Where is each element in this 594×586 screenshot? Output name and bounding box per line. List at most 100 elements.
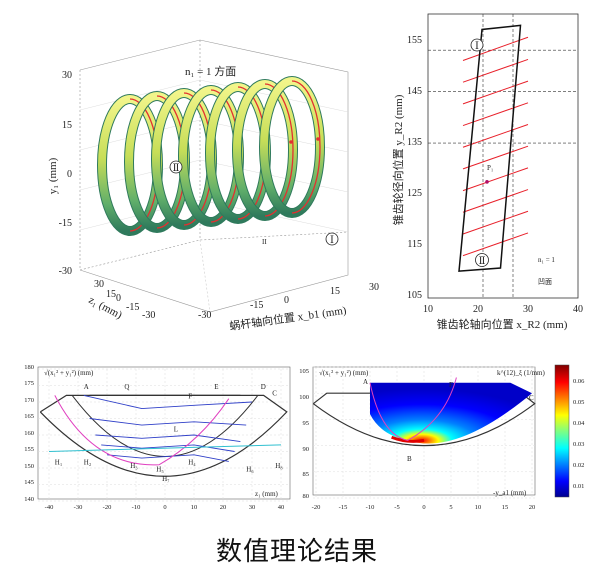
contact-path	[291, 80, 321, 214]
sy-tick-1: 175	[24, 380, 34, 387]
marker-I: Ⅰ	[330, 235, 334, 246]
point-label: F	[188, 393, 192, 401]
curvature-heatmap: 0.06 0.05 0.04 0.03 0.02 0.01 105 100 95…	[297, 345, 594, 525]
3d-z-axis-ticks: 30 15 0 -15 -30	[94, 279, 155, 321]
sy-tick-8: 140	[24, 496, 34, 503]
x-tick-20: 20	[473, 304, 483, 315]
cb-tick-1: 0.05	[573, 399, 584, 406]
curvature-region	[370, 382, 532, 444]
3d-x-label: 蜗杆轴向位置 x_b1 (mm)	[228, 303, 347, 333]
y-tick-105: 105	[407, 290, 422, 301]
sy-tick-3: 165	[24, 413, 34, 420]
tooth-outline	[458, 24, 522, 272]
z-tick-2: 0	[116, 293, 121, 304]
y-tick-125: 125	[407, 188, 422, 199]
point-label: C	[272, 389, 277, 397]
sy-tick-4: 160	[24, 430, 34, 437]
section-point-labels: A Q E DC F L H₁ H₂ H₃ H₄ H₅ H₆ H₇ H₈	[55, 383, 283, 483]
x-tick-10: 10	[423, 304, 433, 315]
y-tick-115: 115	[407, 239, 422, 250]
section-frame	[37, 366, 291, 500]
section-grid	[38, 368, 290, 502]
hx-tick-3: -5	[394, 504, 399, 511]
point-label: D	[261, 383, 266, 391]
y-tick-4: -30	[59, 266, 72, 277]
z-tick-4: -30	[142, 310, 155, 321]
plane-y-label: 锥齿轮径向位置 y_R2 (mm)	[392, 94, 405, 225]
plane-x-label: 锥齿轮轴向位置 x_R2 (mm)	[437, 317, 568, 331]
cb-tick-5: 0.01	[573, 483, 584, 490]
section-y-ticks: 180 175 170 165 160 155 150 145 140	[24, 364, 34, 503]
figure-caption: 数值理论结果	[215, 537, 378, 567]
contact-line	[462, 167, 529, 192]
marker-I: Ⅰ	[475, 41, 479, 52]
3d-helix-svg: 30 15 0 -15 -30 y₁ (mm) 30 15 0 -15 -30 …	[47, 39, 379, 333]
z-tick-1: 15	[106, 289, 116, 300]
hy-tick-3: 90	[303, 446, 310, 453]
contact-line	[83, 394, 253, 410]
contact-line	[462, 189, 529, 213]
x-tick-4: 30	[369, 282, 379, 293]
sy-tick-5: 155	[24, 446, 34, 453]
magenta-path	[54, 395, 230, 466]
sy-tick-7: 145	[24, 479, 34, 486]
heat-x-ticks: -20 -15 -10 -5 0 5 10 15 20	[312, 504, 536, 511]
x-tick-40: 40	[573, 304, 583, 315]
contact-line	[462, 124, 529, 148]
outer-profile	[312, 392, 536, 447]
point-A: A	[363, 378, 368, 386]
heat-y-ticks: 105 100 95 90 85 80	[299, 368, 309, 500]
point-B: B	[407, 455, 412, 463]
contact-line	[95, 434, 241, 443]
point-label: H₅	[156, 465, 164, 473]
y-tick-2: 0	[67, 169, 72, 180]
point-label: Q	[124, 383, 129, 391]
section-x-label: z₁ (mm)	[255, 490, 279, 498]
y-tick-155: 155	[407, 35, 422, 46]
sx-tick-0: -40	[45, 504, 54, 511]
cb-tick-3: 0.03	[573, 441, 584, 448]
contact-line	[462, 36, 529, 61]
contact-plane-plot: 105 115 125 135 145 155 10 20 30 40 锥齿轮轴…	[391, 0, 594, 345]
dashed-guides	[428, 14, 578, 298]
sy-tick-6: 150	[24, 463, 34, 470]
heat-profile	[312, 377, 536, 447]
point-P1: P₁	[487, 164, 493, 172]
contact-line	[462, 232, 529, 257]
contact-line	[89, 418, 247, 426]
x-tick-2: 0	[284, 295, 289, 306]
x-tick-3: 15	[330, 286, 340, 297]
point-label: H₇	[162, 475, 170, 483]
plot-frame	[427, 13, 579, 299]
outer-profile	[39, 394, 288, 477]
x-tick-1: -15	[250, 300, 263, 311]
grid-line	[79, 79, 201, 111]
x-ticks: 10 20 30 40	[423, 304, 583, 315]
contact-line	[101, 444, 235, 452]
sx-tick-8: 40	[278, 504, 285, 511]
hy-tick-0: 105	[299, 368, 309, 375]
colorbar-ticks: 0.06 0.05 0.04 0.03 0.02 0.01	[573, 378, 585, 490]
3d-title: n₁ = 1 方面	[185, 64, 236, 78]
magenta-path	[369, 377, 457, 441]
contact-point	[316, 137, 320, 141]
x-tick-30: 30	[523, 304, 533, 315]
sx-tick-6: 20	[220, 504, 227, 511]
contact-line	[462, 145, 529, 170]
hy-tick-1: 100	[299, 394, 309, 401]
z-tick-0: 30	[94, 279, 104, 290]
heat-x-label: -y_a1 (mm)	[493, 489, 527, 497]
point-label: H₈	[275, 462, 283, 470]
point-label: A	[84, 383, 89, 391]
hx-tick-6: 10	[475, 504, 482, 511]
sx-tick-3: -10	[132, 504, 141, 511]
hy-tick-4: 85	[303, 471, 310, 478]
grid-line	[199, 159, 349, 193]
colorbar-label: k^(12)_ξ (1/mm)	[497, 369, 545, 377]
cb-tick-0: 0.06	[573, 378, 585, 385]
grid-line	[199, 119, 349, 153]
y-tick-1: 15	[62, 120, 72, 131]
cyan-line	[48, 444, 282, 452]
sx-tick-4: 0	[163, 504, 166, 511]
heatmap-svg: 0.06 0.05 0.04 0.03 0.02 0.01 105 100 95…	[299, 364, 585, 511]
